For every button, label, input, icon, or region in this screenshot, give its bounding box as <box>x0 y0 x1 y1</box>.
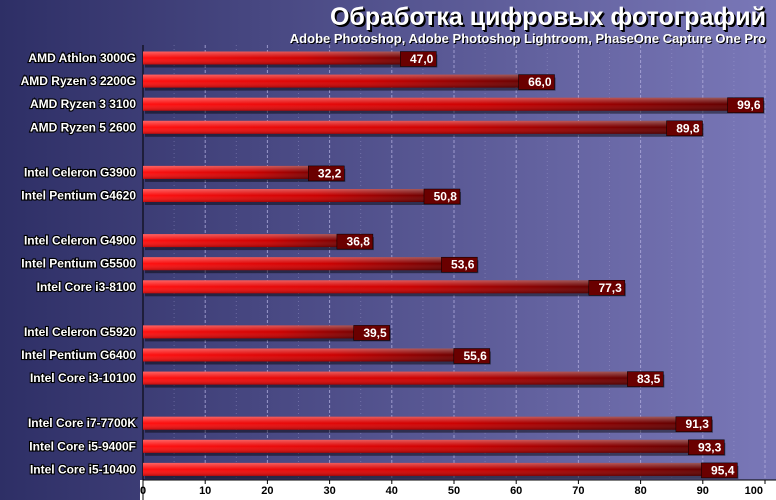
bar-shine <box>143 51 436 65</box>
value-label-box <box>518 74 555 90</box>
category-label: Intel Core i5-9400F <box>29 439 136 453</box>
x-tick-label: 30 <box>323 485 335 497</box>
x-tick-label: 60 <box>510 485 522 497</box>
bar-row: AMD Ryzen 5 2600 89,8 <box>29 119 704 137</box>
x-tick-label: 10 <box>199 485 211 497</box>
bar-shine <box>143 348 489 362</box>
bar-row: Intel Core i3-8100 77,3 <box>36 279 626 297</box>
bar-shine <box>143 462 737 476</box>
bar-row: Intel Core i5-10400 95,4 <box>29 461 739 479</box>
title-block: Обработка цифровых фотографий Adobe Phot… <box>290 2 766 46</box>
bar-shine <box>143 74 554 88</box>
chart-subtitle: Adobe Photoshop, Adobe Photoshop Lightro… <box>289 31 766 46</box>
bar-row: Intel Core i7-7700K 91,3 <box>27 415 713 433</box>
x-tick-label: 90 <box>697 485 709 497</box>
x-tick-label: 50 <box>448 485 460 497</box>
category-label: Intel Pentium G5500 <box>21 257 136 271</box>
bar-row: Intel Celeron G3900 32,2 <box>23 164 346 182</box>
category-label: Intel Pentium G6400 <box>21 348 136 362</box>
value-label-box <box>308 165 345 182</box>
value-label-box <box>627 371 664 387</box>
value-label: 91,3 <box>686 417 710 431</box>
value-label: 50,8 <box>434 190 458 204</box>
value-label-box <box>423 188 461 205</box>
category-label: Intel Pentium G4620 <box>21 189 136 203</box>
bar-row: Intel Core i3-10100 83,5 <box>29 370 665 388</box>
bar-row: AMD Ryzen 3 2200G 66,0 <box>20 73 556 91</box>
value-label-box <box>453 348 491 364</box>
bar-row: Intel Celeron G4900 36,8 <box>23 233 374 251</box>
category-label: AMD Athlon 3000G <box>28 51 136 65</box>
bar-row: Intel Celeron G5920 39,5 <box>23 324 391 342</box>
value-label: 36,8 <box>347 235 371 249</box>
value-label: 39,5 <box>363 326 387 340</box>
bar-shine <box>143 257 477 271</box>
value-label-box <box>666 120 703 137</box>
bar-shine <box>143 97 763 111</box>
x-tick-label: 100 <box>745 485 763 497</box>
bar-shine <box>143 371 663 385</box>
bar-shine <box>143 165 344 179</box>
bar-shine <box>143 234 372 248</box>
value-label-box <box>400 51 437 67</box>
value-label: 95,4 <box>711 463 735 477</box>
bar-shine <box>143 280 624 294</box>
chart-title: Обработка цифровых фотографий <box>329 3 766 31</box>
value-label: 83,5 <box>637 372 661 386</box>
value-label: 66,0 <box>528 75 552 89</box>
bar-shine <box>143 120 702 134</box>
bar-shine <box>143 439 724 453</box>
value-label: 47,0 <box>410 52 434 66</box>
bar-row: Intel Pentium G6400 55,6 <box>20 347 491 365</box>
bar-shine <box>143 189 459 202</box>
bar-row: AMD Ryzen 3 3100 99,6 <box>29 96 765 114</box>
value-label: 53,6 <box>451 258 475 272</box>
bar-shine <box>143 325 389 339</box>
x-tick-label: 0 <box>140 485 146 497</box>
x-tick-label: 80 <box>634 485 646 497</box>
value-label: 77,3 <box>598 281 622 295</box>
x-tick-label: 20 <box>261 485 273 497</box>
value-label-box <box>688 439 725 456</box>
value-label: 93,3 <box>698 440 722 454</box>
value-label-box <box>675 416 713 432</box>
category-label: Intel Core i3-10100 <box>30 371 136 385</box>
category-label: Intel Core i7-7700K <box>28 416 136 430</box>
bar-row: Intel Pentium G5500 53,6 <box>20 256 479 274</box>
value-label: 32,2 <box>318 166 342 180</box>
category-label: Intel Celeron G3900 <box>24 165 136 179</box>
category-label: Intel Celeron G5920 <box>24 325 136 339</box>
value-label-box <box>336 233 374 250</box>
category-label: AMD Ryzen 5 2600 <box>30 120 136 134</box>
bar-row: AMD Athlon 3000G 47,0 <box>27 50 438 68</box>
category-label: AMD Ryzen 3 3100 <box>30 97 136 111</box>
bar-row: Intel Pentium G4620 50,8 <box>20 187 461 205</box>
category-label: Intel Core i5-10400 <box>30 462 136 476</box>
x-axis-strip <box>140 480 776 500</box>
x-tick-label: 40 <box>386 485 398 497</box>
value-label: 55,6 <box>463 349 487 363</box>
bar-row: Intel Core i5-9400F 93,3 <box>28 438 726 456</box>
x-tick-label: 70 <box>572 485 584 497</box>
value-label: 89,8 <box>676 121 700 135</box>
value-label-box <box>588 280 626 296</box>
category-label: AMD Ryzen 3 2200G <box>21 74 136 88</box>
value-label-box <box>441 256 478 273</box>
value-label-box <box>353 325 390 341</box>
grid <box>142 45 766 480</box>
value-label: 99,6 <box>737 98 761 112</box>
value-label-box <box>727 97 764 113</box>
value-label-box <box>701 462 738 479</box>
category-label: Intel Celeron G4900 <box>24 234 136 248</box>
bar-shine <box>143 416 711 430</box>
category-label: Intel Core i3-8100 <box>37 280 137 294</box>
